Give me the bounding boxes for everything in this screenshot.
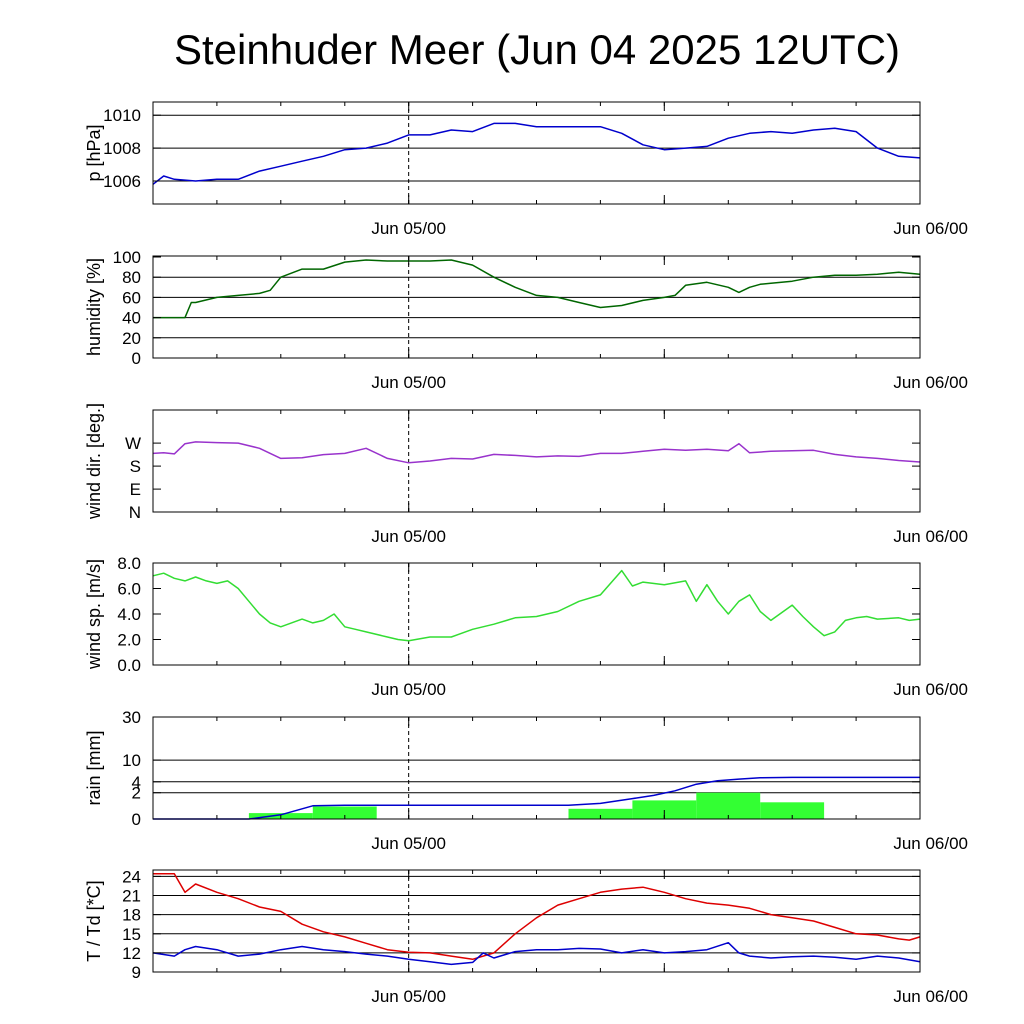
y-tick-label: 1010 <box>103 106 141 125</box>
x-tick-label: Jun 06/00 <box>893 219 968 238</box>
y-tick-label: 10 <box>122 751 141 770</box>
y-tick-label: N <box>129 503 141 522</box>
rain-bar <box>632 800 697 819</box>
x-tick-label: Jun 06/00 <box>893 834 968 853</box>
plot-frame <box>152 255 921 359</box>
plot-frame <box>152 101 921 205</box>
x-tick-label: Jun 05/00 <box>371 527 446 546</box>
y-tick-label: 24 <box>122 867 141 886</box>
x-tick-label: Jun 05/00 <box>371 373 446 392</box>
y-tick-label: 4 <box>132 773 141 792</box>
y-tick-label: 0 <box>132 349 141 368</box>
series-line-2 <box>152 941 921 966</box>
series-line-1 <box>152 569 921 642</box>
y-tick-label: 12 <box>122 944 141 963</box>
rain-bar <box>312 806 377 819</box>
x-tick-label: Jun 06/00 <box>893 373 968 392</box>
y-tick-label: 60 <box>122 288 141 307</box>
rain-bar <box>696 792 761 819</box>
y-tick-label: 20 <box>122 329 141 348</box>
plot-frame <box>152 562 921 666</box>
y-tick-label: 15 <box>122 925 141 944</box>
y-axis-label: rain [mm] <box>84 730 104 805</box>
y-tick-label: 100 <box>113 248 141 267</box>
y-tick-label: 2 <box>132 784 141 803</box>
y-axis-label: humidity [%] <box>84 258 104 356</box>
chart-title: Steinhuder Meer (Jun 04 2025 12UTC) <box>173 26 901 73</box>
y-axis-label: wind dir. [deg.] <box>84 403 104 520</box>
y-tick-label: 21 <box>122 887 141 906</box>
y-tick-label: 40 <box>122 309 141 328</box>
panel-4: 0.0 2.0 4.0 6.0 8.0 wind sp. [m/s] Jun 05/00 Ju… <box>84 554 968 699</box>
y-tick-label: 0.0 <box>117 656 141 675</box>
y-axis-label: wind sp. [m/s] <box>84 559 104 670</box>
y-tick-label: 0 <box>132 810 141 829</box>
series-line-1 <box>153 259 921 319</box>
x-tick-label: Jun 05/00 <box>371 834 446 853</box>
rain-bar <box>760 802 825 819</box>
series-line-1 <box>152 122 921 185</box>
plot-frame <box>152 409 921 513</box>
x-tick-label: Jun 06/00 <box>893 680 968 699</box>
x-tick-label: Jun 05/00 <box>371 219 446 238</box>
y-axis-label: p [hPa] <box>84 124 104 181</box>
y-tick-label: 6.0 <box>117 580 141 599</box>
series-line-1 <box>153 873 921 961</box>
x-tick-label: Jun 06/00 <box>893 527 968 546</box>
y-tick-label: 8.0 <box>117 554 141 573</box>
x-tick-label: Jun 05/00 <box>371 987 446 1006</box>
series-line-1 <box>153 776 920 820</box>
y-tick-label: 1008 <box>103 139 141 158</box>
y-axis-label: T / Td [*C] <box>84 880 104 961</box>
y-tick-label: 4.0 <box>117 605 141 624</box>
y-tick-label: 2.0 <box>117 631 141 650</box>
y-tick-label: 9 <box>132 963 141 982</box>
y-tick-label: W <box>125 434 141 453</box>
y-tick-label: 80 <box>122 268 141 287</box>
rain-bar <box>568 808 633 819</box>
panel-5: 0 24 10 30 rain [mm] Jun 05/00 Jun 06/00 <box>84 708 968 853</box>
y-tick-label: 30 <box>122 708 141 727</box>
series-line-1 <box>152 441 921 464</box>
x-tick-label: Jun 05/00 <box>371 680 446 699</box>
y-tick-label: 1006 <box>103 172 141 191</box>
y-tick-label: S <box>130 457 141 476</box>
y-tick-label: E <box>130 480 141 499</box>
x-tick-label: Jun 06/00 <box>893 987 968 1006</box>
y-tick-label: 18 <box>122 906 141 925</box>
